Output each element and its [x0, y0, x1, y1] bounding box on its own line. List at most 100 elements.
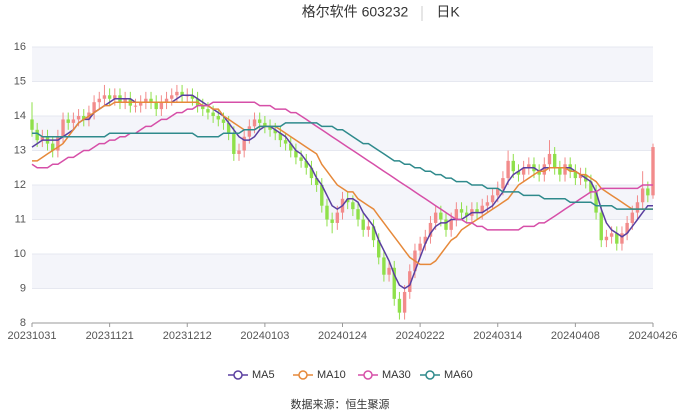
- candle-body: [511, 160, 515, 172]
- candle-body: [92, 102, 96, 113]
- legend-label: MA5: [252, 369, 275, 381]
- candle-body: [221, 119, 226, 123]
- candle-body: [345, 198, 350, 203]
- candle-body: [620, 233, 624, 244]
- candle-body: [475, 209, 479, 213]
- y-tick-label: 16: [14, 41, 26, 53]
- legend-item[interactable]: MA10: [293, 369, 346, 381]
- candle-body: [159, 102, 164, 110]
- candle-body: [226, 122, 231, 134]
- legend-label: MA30: [382, 369, 411, 381]
- candle-body: [97, 98, 101, 103]
- candle-body: [433, 212, 438, 223]
- candle-body: [30, 119, 34, 130]
- candle-body: [258, 119, 262, 123]
- candle-body: [408, 271, 412, 292]
- candle-body: [180, 91, 184, 96]
- legend-item[interactable]: MA5: [228, 369, 275, 381]
- candle-body: [325, 205, 329, 220]
- candle-body: [330, 219, 334, 223]
- candle-body: [356, 209, 360, 220]
- candle-body: [485, 202, 490, 206]
- x-tick-label: 20240222: [396, 330, 445, 342]
- candle-body: [294, 150, 298, 158]
- candle-body: [418, 243, 422, 251]
- x-tick-label: 20240408: [551, 330, 600, 342]
- candle-body: [133, 105, 138, 107]
- candle-body: [35, 129, 39, 141]
- candle-body: [273, 129, 277, 134]
- legend-item[interactable]: MA60: [420, 369, 473, 381]
- candle-body: [232, 133, 236, 154]
- candle-body: [247, 126, 252, 137]
- candle-body: [454, 209, 459, 220]
- candle-body: [521, 167, 526, 175]
- ma-line: [32, 101, 653, 266]
- candle-body: [387, 267, 391, 275]
- candle-body: [289, 143, 293, 151]
- candle-body: [102, 95, 107, 99]
- candle-body: [589, 181, 593, 192]
- candle-body: [392, 267, 396, 299]
- candle-body: [547, 153, 552, 165]
- legend-item[interactable]: MA30: [358, 369, 411, 381]
- chart-title: 格尔软件 603232: [302, 4, 409, 20]
- candle-body: [278, 133, 283, 141]
- candle-body: [252, 119, 257, 127]
- candle-body: [625, 222, 629, 234]
- candle-body: [459, 209, 464, 213]
- candle-body: [144, 98, 148, 103]
- candle-body: [615, 233, 619, 244]
- x-tick-label: 20231031: [8, 330, 57, 342]
- candle-body: [366, 226, 371, 230]
- candle-body: [268, 126, 272, 130]
- candle-body: [382, 257, 386, 275]
- y-tick-label: 11: [15, 213, 26, 225]
- candle-body: [465, 212, 469, 217]
- band: [32, 47, 653, 82]
- candle-body: [506, 160, 510, 179]
- legend-marker: [425, 370, 435, 380]
- legend-marker: [233, 370, 243, 380]
- candle-body: [609, 233, 614, 237]
- candle-body: [397, 298, 402, 313]
- candle-body: [335, 212, 340, 223]
- candle-body: [164, 98, 169, 103]
- candle-body: [82, 116, 86, 120]
- candle-body: [190, 95, 195, 99]
- candle-body: [309, 167, 314, 179]
- legend-label: MA60: [444, 369, 473, 381]
- candle-body: [552, 153, 557, 168]
- candle-body: [573, 171, 578, 179]
- candle-body: [449, 219, 453, 230]
- candle-body: [594, 191, 598, 213]
- y-tick-label: 13: [14, 144, 26, 156]
- legend-marker: [298, 370, 308, 380]
- source-note: 数据来源：恒生聚源: [291, 397, 390, 411]
- candle-body: [76, 116, 81, 120]
- candle-body: [501, 178, 505, 189]
- candle-body: [496, 188, 500, 196]
- candle-body: [107, 95, 112, 99]
- x-tick-label: 20240426: [629, 330, 678, 342]
- x-tick-label: 20240314: [473, 330, 522, 342]
- candle-body: [537, 171, 541, 175]
- candle-body: [263, 122, 267, 127]
- candle-body: [154, 102, 158, 110]
- candle-body: [123, 98, 127, 103]
- candle-body: [351, 202, 355, 210]
- legend-marker: [363, 370, 373, 380]
- candle-body: [299, 157, 303, 161]
- chart-subtitle: 日K: [436, 4, 460, 20]
- candle-body: [423, 236, 427, 244]
- candle-body: [439, 212, 443, 220]
- candle-body: [444, 219, 448, 230]
- legend-label: MA10: [317, 369, 346, 381]
- x-tick-label: 20231212: [163, 330, 212, 342]
- candle-body: [578, 174, 583, 179]
- candle-body: [480, 205, 484, 213]
- candle-body: [635, 202, 640, 213]
- candle-body: [314, 178, 319, 185]
- candle-body: [206, 109, 210, 113]
